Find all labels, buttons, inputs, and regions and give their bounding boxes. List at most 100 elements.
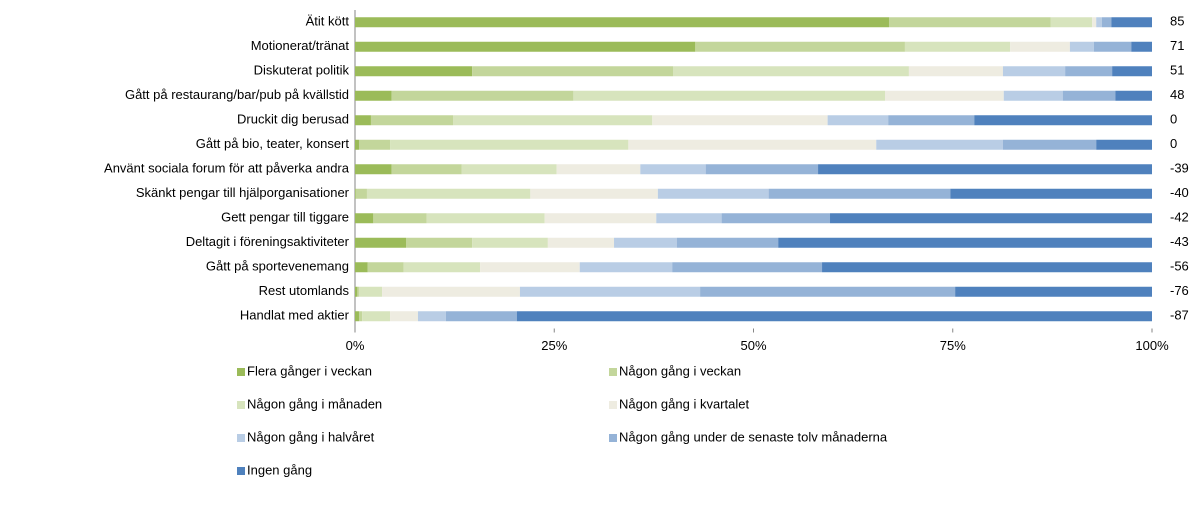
x-tick-label: 0% <box>346 338 365 353</box>
bar-segment <box>358 286 383 297</box>
bar-segment <box>373 213 427 224</box>
balance-label: -43 <box>1170 234 1189 249</box>
bar-segment <box>1115 90 1152 101</box>
bar-segment <box>1002 66 1066 77</box>
bar-segment <box>530 188 658 199</box>
bar-segment <box>355 90 392 101</box>
bar-segment <box>426 213 545 224</box>
balance-label: 71 <box>1170 38 1184 53</box>
legend-label: Någon gång i månaden <box>247 396 382 411</box>
bar-segment <box>876 139 1003 150</box>
x-tick-label: 100% <box>1135 338 1169 353</box>
bar-segment <box>556 164 641 175</box>
balance-label: 85 <box>1170 14 1184 29</box>
bar-segment <box>573 90 886 101</box>
bar-segment <box>830 213 1152 224</box>
bar-segment <box>355 188 367 199</box>
x-tick-label: 50% <box>740 338 766 353</box>
bar-segment <box>1093 41 1132 52</box>
bar-segment <box>519 286 701 297</box>
bar-segment <box>657 188 769 199</box>
bar-segment <box>1069 41 1094 52</box>
bar-segment <box>1065 66 1113 77</box>
bar-segment <box>818 164 1152 175</box>
bar-segment <box>355 286 358 297</box>
legend-label: Flera gånger i veckan <box>247 363 372 378</box>
bar-segment <box>1062 90 1116 101</box>
bar-segment <box>614 237 677 248</box>
legend-label: Någon gång under de senaste tolv månader… <box>619 429 888 444</box>
bar-segment <box>628 139 877 150</box>
bar-segment <box>472 237 548 248</box>
bar-segment <box>1101 17 1112 28</box>
bar-segment <box>721 213 831 224</box>
bar-segment <box>652 115 828 126</box>
category-label: Rest utomlands <box>259 283 350 298</box>
bar-segment <box>357 286 359 297</box>
balance-label: -56 <box>1170 259 1189 274</box>
bar-segment <box>355 139 359 150</box>
balance-label: 0 <box>1170 136 1177 151</box>
category-label: Gått på restaurang/bar/pub på kvällstid <box>125 87 349 102</box>
bar-segment <box>656 213 722 224</box>
x-tick-label: 75% <box>940 338 966 353</box>
category-label: Druckit dig berusad <box>237 112 349 127</box>
bar-segment <box>822 262 1152 273</box>
bar-segment <box>640 164 706 175</box>
bar-segment <box>544 213 657 224</box>
bar-segment <box>406 237 473 248</box>
bar-segment <box>1003 90 1063 101</box>
bar-segment <box>453 115 653 126</box>
category-label: Använt sociala forum för att påverka and… <box>104 161 350 176</box>
category-label: Handlat med aktier <box>240 308 350 323</box>
legend-swatch <box>237 434 245 442</box>
balance-label: -40 <box>1170 185 1189 200</box>
category-label: Diskuterat politik <box>254 63 350 78</box>
bar-segment <box>355 164 392 175</box>
category-label: Ätit kött <box>306 14 350 29</box>
category-label: Gett pengar till tiggare <box>221 210 349 225</box>
bar-segment <box>403 262 481 273</box>
bar-segment <box>355 188 356 199</box>
bar-segment <box>362 311 391 322</box>
bar-segment <box>955 286 1152 297</box>
bar-segment <box>390 311 418 322</box>
bar-segment <box>355 311 359 322</box>
bar-segment <box>367 262 404 273</box>
bar-segment <box>676 237 779 248</box>
bar-segment <box>472 66 674 77</box>
bar-segment <box>1050 17 1093 28</box>
bar-segment <box>370 115 454 126</box>
bar-segment <box>391 90 574 101</box>
legend-label: Ingen gång <box>247 462 312 477</box>
bar-segment <box>885 90 1004 101</box>
category-label: Skänkt pengar till hjälporganisationer <box>136 185 350 200</box>
bar-segment <box>1092 17 1097 28</box>
bar-segment <box>355 237 407 248</box>
bar-segment <box>705 164 819 175</box>
category-label: Motionerat/tränat <box>251 38 350 53</box>
bar-segment <box>672 262 823 273</box>
bar-segment <box>888 17 1051 28</box>
balance-label: -76 <box>1170 283 1189 298</box>
legend-swatch <box>609 434 617 442</box>
bar-segment <box>974 115 1152 126</box>
bar-segment <box>355 66 473 77</box>
bar-segment <box>355 115 371 126</box>
bar-segment <box>355 213 374 224</box>
bar-segment <box>417 311 446 322</box>
x-tick-label: 25% <box>541 338 567 353</box>
legend-swatch <box>237 467 245 475</box>
balance-label: -39 <box>1170 161 1189 176</box>
bar-segment <box>445 311 517 322</box>
legend-label: Någon gång i halvåret <box>247 429 375 444</box>
bar-segment <box>904 41 1011 52</box>
bar-segment <box>1112 66 1152 77</box>
bar-segment <box>778 237 1152 248</box>
bar-segment <box>1096 139 1152 150</box>
category-label: Deltagit i föreningsaktiviteter <box>186 234 350 249</box>
bar-segment <box>695 41 905 52</box>
bar-segment <box>768 188 951 199</box>
category-label: Gått på sportevenemang <box>206 259 349 274</box>
